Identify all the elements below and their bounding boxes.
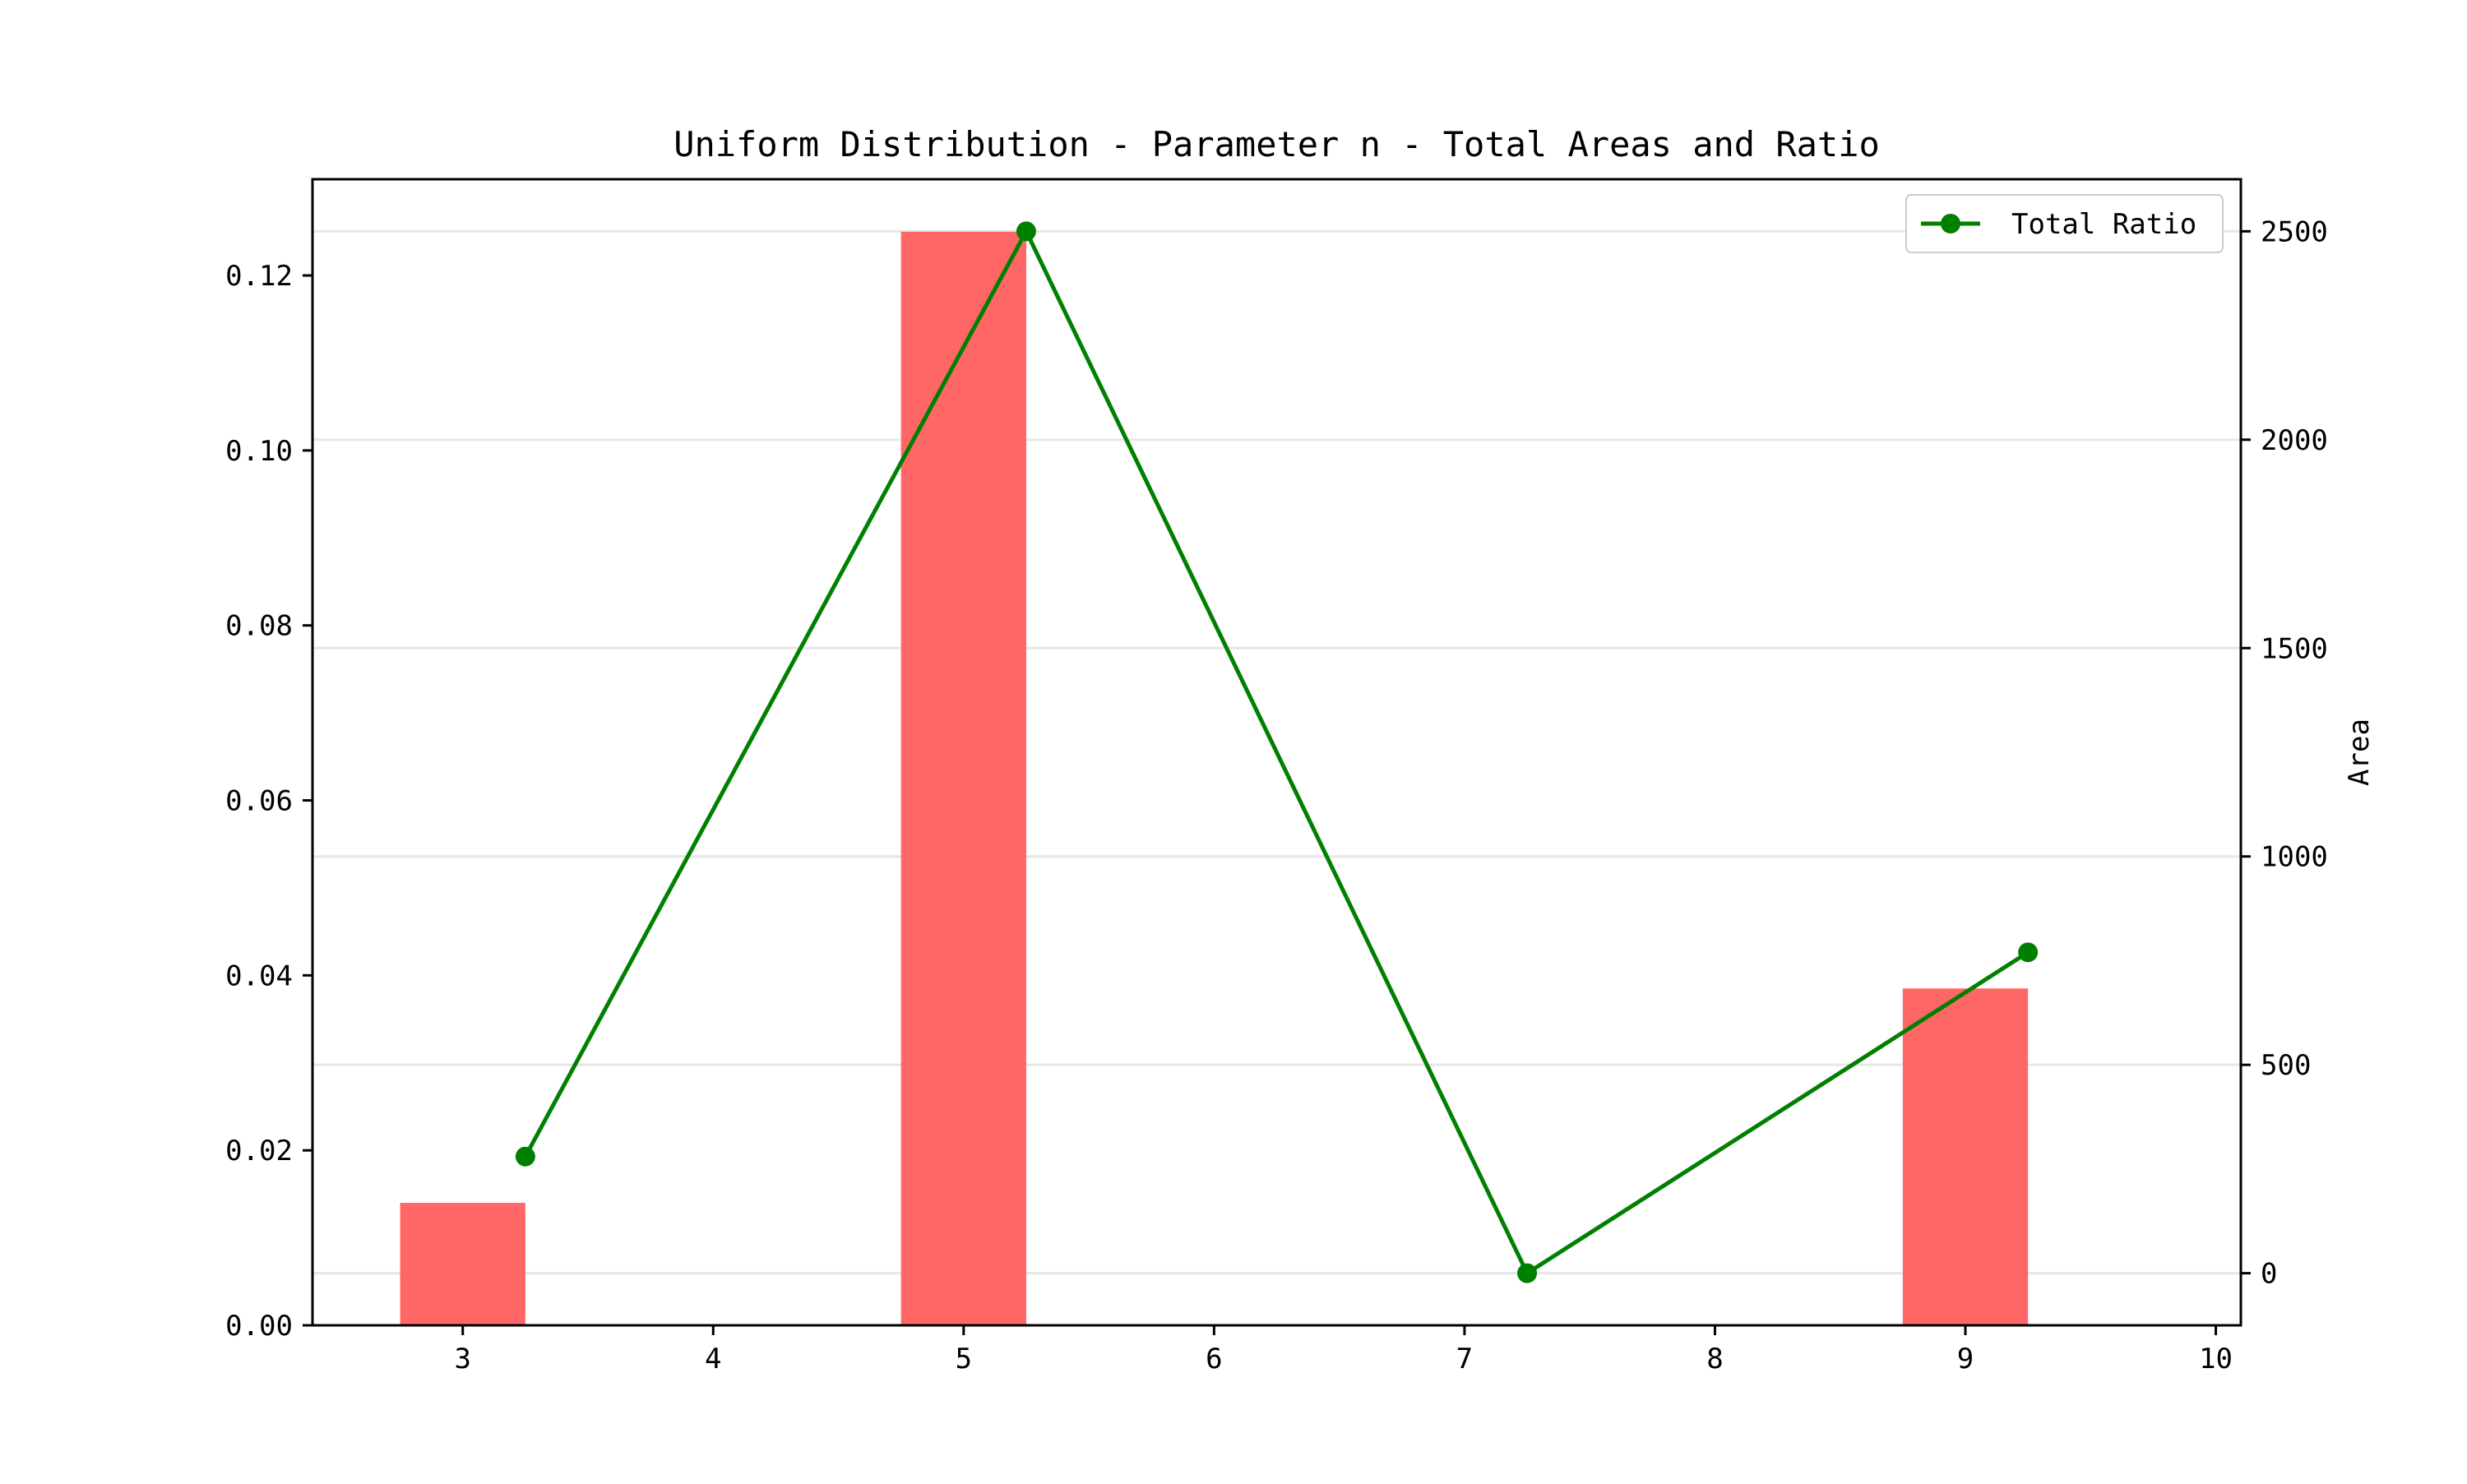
legend: Total Ratio <box>1905 194 2224 253</box>
series-point <box>1517 1263 1538 1283</box>
y-left-tick-label: 0.12 <box>225 260 293 293</box>
bar <box>400 1203 525 1325</box>
legend-label: Total Ratio <box>2011 208 2196 241</box>
y-right-tick-label: 2000 <box>2261 424 2328 457</box>
y-right-tick-label: 1000 <box>2261 841 2328 874</box>
x-tick-label: 5 <box>956 1343 972 1375</box>
x-tick-label: 9 <box>1957 1343 1974 1375</box>
chart-title: Uniform Distribution - Parameter n - Tot… <box>673 124 1880 164</box>
y-right-tick-label: 2500 <box>2261 215 2328 248</box>
x-tick-label: 4 <box>705 1343 721 1375</box>
y-right-axis-label: Area <box>2343 719 2376 786</box>
x-axis-ticks: 3 4 5 6 7 8 9 10 <box>454 1325 2233 1375</box>
legend-box <box>1905 194 2224 253</box>
x-tick-label: 3 <box>454 1343 470 1375</box>
y-left-axis-ticks: 0.00 0.02 0.04 0.06 0.08 0.10 0.12 <box>225 260 312 1343</box>
bars-layer <box>400 231 2029 1326</box>
y-left-tick-label: 0.04 <box>225 959 293 992</box>
line-layer <box>515 221 2039 1283</box>
y-left-tick-label: 0.10 <box>225 435 293 468</box>
legend-marker-swatch <box>1941 214 1960 233</box>
series-point <box>515 1146 535 1167</box>
series-point <box>2018 942 2039 963</box>
plot-frame <box>311 178 2243 1327</box>
y-left-tick-label: 0.00 <box>225 1310 293 1343</box>
x-tick-label: 6 <box>1206 1343 1222 1375</box>
y-right-tick-label: 1500 <box>2261 632 2328 665</box>
y-right-axis-ticks: 0 500 1000 1500 2000 2500 <box>2241 215 2328 1291</box>
bar <box>900 231 1026 1326</box>
x-tick-label: 10 <box>2199 1343 2233 1375</box>
y-left-tick-label: 0.06 <box>225 785 293 818</box>
y-left-tick-label: 0.02 <box>225 1135 293 1167</box>
x-tick-label: 7 <box>1456 1343 1473 1375</box>
y-right-tick-label: 500 <box>2261 1049 2311 1082</box>
y-left-tick-label: 0.08 <box>225 610 293 643</box>
x-tick-label: 8 <box>1706 1343 1723 1375</box>
bar <box>1902 988 2029 1325</box>
y-right-tick-label: 0 <box>2261 1258 2277 1291</box>
series-point <box>1016 221 1036 242</box>
series-line <box>523 226 2030 1277</box>
